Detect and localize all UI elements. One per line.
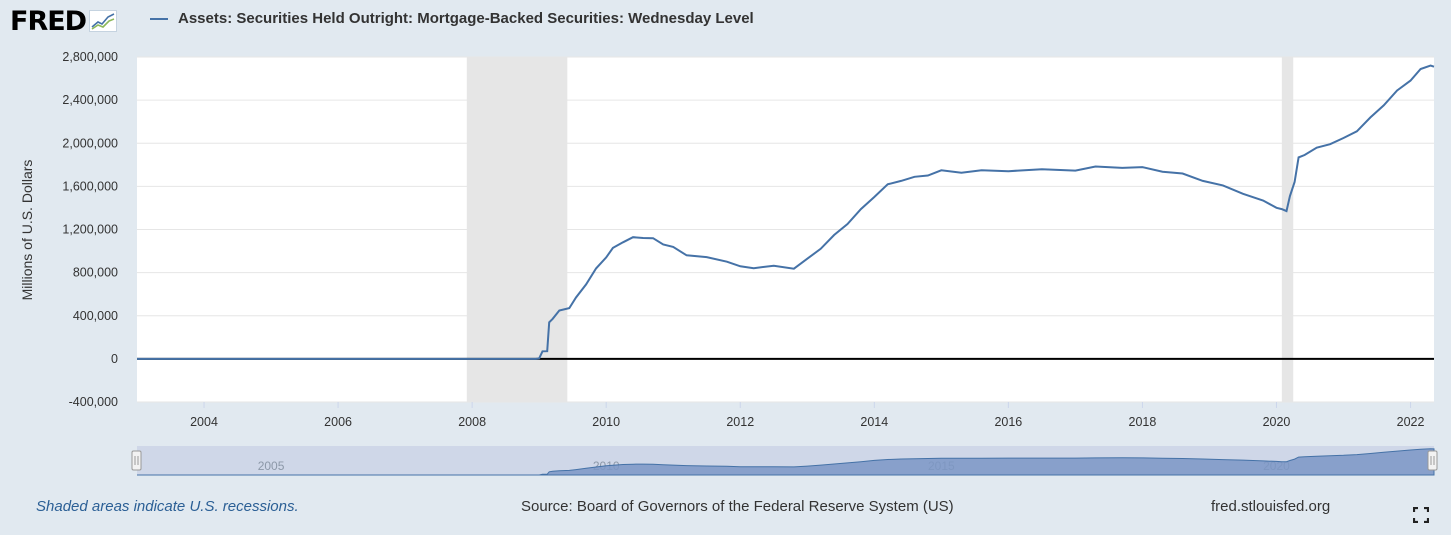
y-tick-label: -400,000 [69,395,118,409]
navigator-series-area [137,448,1435,476]
x-tick-label: 2004 [190,415,218,429]
series-line[interactable] [137,64,1435,360]
fred-logo-text: FRED [10,5,87,37]
y-tick-label: 400,000 [73,309,118,323]
time-navigator[interactable]: 2005201020152020 [131,446,1438,476]
site-link[interactable]: fred.stlouisfed.org [1211,498,1331,515]
line-graph-icon [89,10,118,32]
x-tick-label: 2012 [726,415,754,429]
source-text: Source: Board of Governors of the Federa… [521,498,954,515]
x-tick-label: 2014 [860,415,888,429]
y-tick-label: 2,000,000 [62,136,118,150]
recession-note: Shaded areas indicate U.S. recessions. [36,498,299,515]
x-tick-label: 2006 [324,415,352,429]
legend-swatch [150,17,168,20]
y-tick-label: 2,800,000 [62,50,118,64]
fullscreen-icon[interactable] [1413,507,1429,523]
fred-logo[interactable]: FRED [10,5,118,37]
x-tick-label: 2016 [994,415,1022,429]
y-axis-ticks: -400,000 0 400,000 800,000 1,200,000 1,600,00… [62,50,118,409]
y-axis-label: Millions of U.S. Dollars [19,160,35,301]
y-tick-label: 0 [111,352,118,366]
navigator-right-handle[interactable] [1427,450,1438,471]
x-tick-label: 2018 [1129,415,1157,429]
y-tick-label: 1,200,000 [62,223,118,237]
legend[interactable]: Assets: Securities Held Outright: Mortga… [150,10,754,27]
y-tick-label: 2,400,000 [62,93,118,107]
y-tick-label: 1,600,000 [62,179,118,193]
x-tick-label: 2022 [1397,415,1425,429]
legend-label: Assets: Securities Held Outright: Mortga… [178,10,754,27]
x-tick-label: 2010 [592,415,620,429]
navigator-left-handle[interactable] [131,450,142,471]
navigator-label: 2005 [258,459,285,473]
x-tick-label: 2008 [458,415,486,429]
x-axis-ticks: 2004 2006 2008 2010 2012 2014 2016 2018 2020 2022 [190,402,1424,429]
x-tick-label: 2020 [1263,415,1291,429]
y-tick-label: 800,000 [73,266,118,280]
